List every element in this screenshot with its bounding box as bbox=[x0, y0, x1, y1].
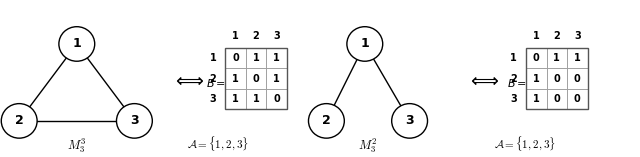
Text: 1: 1 bbox=[360, 38, 369, 50]
Bar bbox=[246, 89, 266, 109]
Bar bbox=[567, 48, 588, 68]
Text: 1: 1 bbox=[253, 94, 259, 104]
Bar bbox=[266, 89, 287, 109]
Text: 1: 1 bbox=[273, 53, 280, 63]
Text: $\mathcal{A} = \{1,2,3\}$: $\mathcal{A} = \{1,2,3\}$ bbox=[494, 134, 556, 153]
Text: 1: 1 bbox=[232, 73, 239, 84]
Text: 2: 2 bbox=[210, 73, 216, 84]
Bar bbox=[547, 48, 567, 68]
Bar bbox=[567, 89, 588, 109]
Bar bbox=[225, 48, 287, 109]
Bar bbox=[526, 48, 547, 68]
Text: 0: 0 bbox=[554, 94, 560, 104]
Text: 1: 1 bbox=[533, 94, 540, 104]
Text: 1: 1 bbox=[533, 73, 540, 84]
Text: 1: 1 bbox=[511, 53, 517, 63]
Text: 1: 1 bbox=[232, 31, 239, 41]
Bar bbox=[526, 89, 547, 109]
Bar bbox=[266, 48, 287, 68]
Text: 0: 0 bbox=[574, 94, 580, 104]
Text: 2: 2 bbox=[511, 73, 517, 84]
Text: $M_3^2$: $M_3^2$ bbox=[358, 137, 378, 155]
Ellipse shape bbox=[1, 104, 37, 138]
Text: 1: 1 bbox=[574, 53, 580, 63]
Text: 1: 1 bbox=[554, 53, 560, 63]
Text: 0: 0 bbox=[533, 53, 540, 63]
Text: 3: 3 bbox=[405, 114, 414, 127]
Bar bbox=[567, 68, 588, 89]
Bar bbox=[526, 48, 588, 109]
Bar bbox=[266, 68, 287, 89]
Text: 2: 2 bbox=[554, 31, 560, 41]
Text: 0: 0 bbox=[554, 73, 560, 84]
Text: 3: 3 bbox=[511, 94, 517, 104]
Ellipse shape bbox=[347, 27, 383, 61]
Text: $B =$: $B =$ bbox=[206, 77, 227, 89]
Bar bbox=[225, 89, 246, 109]
Text: 3: 3 bbox=[210, 94, 216, 104]
Text: 3: 3 bbox=[273, 31, 280, 41]
Bar bbox=[225, 68, 246, 89]
Bar bbox=[246, 68, 266, 89]
Text: 0: 0 bbox=[232, 53, 239, 63]
Ellipse shape bbox=[59, 27, 95, 61]
Text: 0: 0 bbox=[273, 94, 280, 104]
Text: 2: 2 bbox=[322, 114, 331, 127]
Text: 1: 1 bbox=[72, 38, 81, 50]
Ellipse shape bbox=[308, 104, 344, 138]
Text: $\Longleftrightarrow$: $\Longleftrightarrow$ bbox=[467, 70, 500, 90]
Bar bbox=[246, 48, 266, 68]
Text: 1: 1 bbox=[232, 94, 239, 104]
Text: 1: 1 bbox=[533, 31, 540, 41]
Bar bbox=[547, 68, 567, 89]
Text: 0: 0 bbox=[253, 73, 259, 84]
Bar bbox=[225, 48, 246, 68]
Text: 2: 2 bbox=[253, 31, 259, 41]
Bar bbox=[547, 89, 567, 109]
Text: 1: 1 bbox=[210, 53, 216, 63]
Text: 2: 2 bbox=[15, 114, 24, 127]
Text: 0: 0 bbox=[574, 73, 580, 84]
Text: 3: 3 bbox=[574, 31, 580, 41]
Text: 3: 3 bbox=[130, 114, 139, 127]
Text: $\Longleftrightarrow$: $\Longleftrightarrow$ bbox=[172, 70, 205, 90]
Ellipse shape bbox=[392, 104, 428, 138]
Text: 1: 1 bbox=[273, 73, 280, 84]
Text: $M_3^3$: $M_3^3$ bbox=[67, 137, 86, 155]
Text: $\mathcal{A} = \{1,2,3\}$: $\mathcal{A} = \{1,2,3\}$ bbox=[187, 134, 248, 153]
Text: $B =$: $B =$ bbox=[507, 77, 527, 89]
Bar bbox=[526, 68, 547, 89]
Text: 1: 1 bbox=[253, 53, 259, 63]
Ellipse shape bbox=[116, 104, 152, 138]
